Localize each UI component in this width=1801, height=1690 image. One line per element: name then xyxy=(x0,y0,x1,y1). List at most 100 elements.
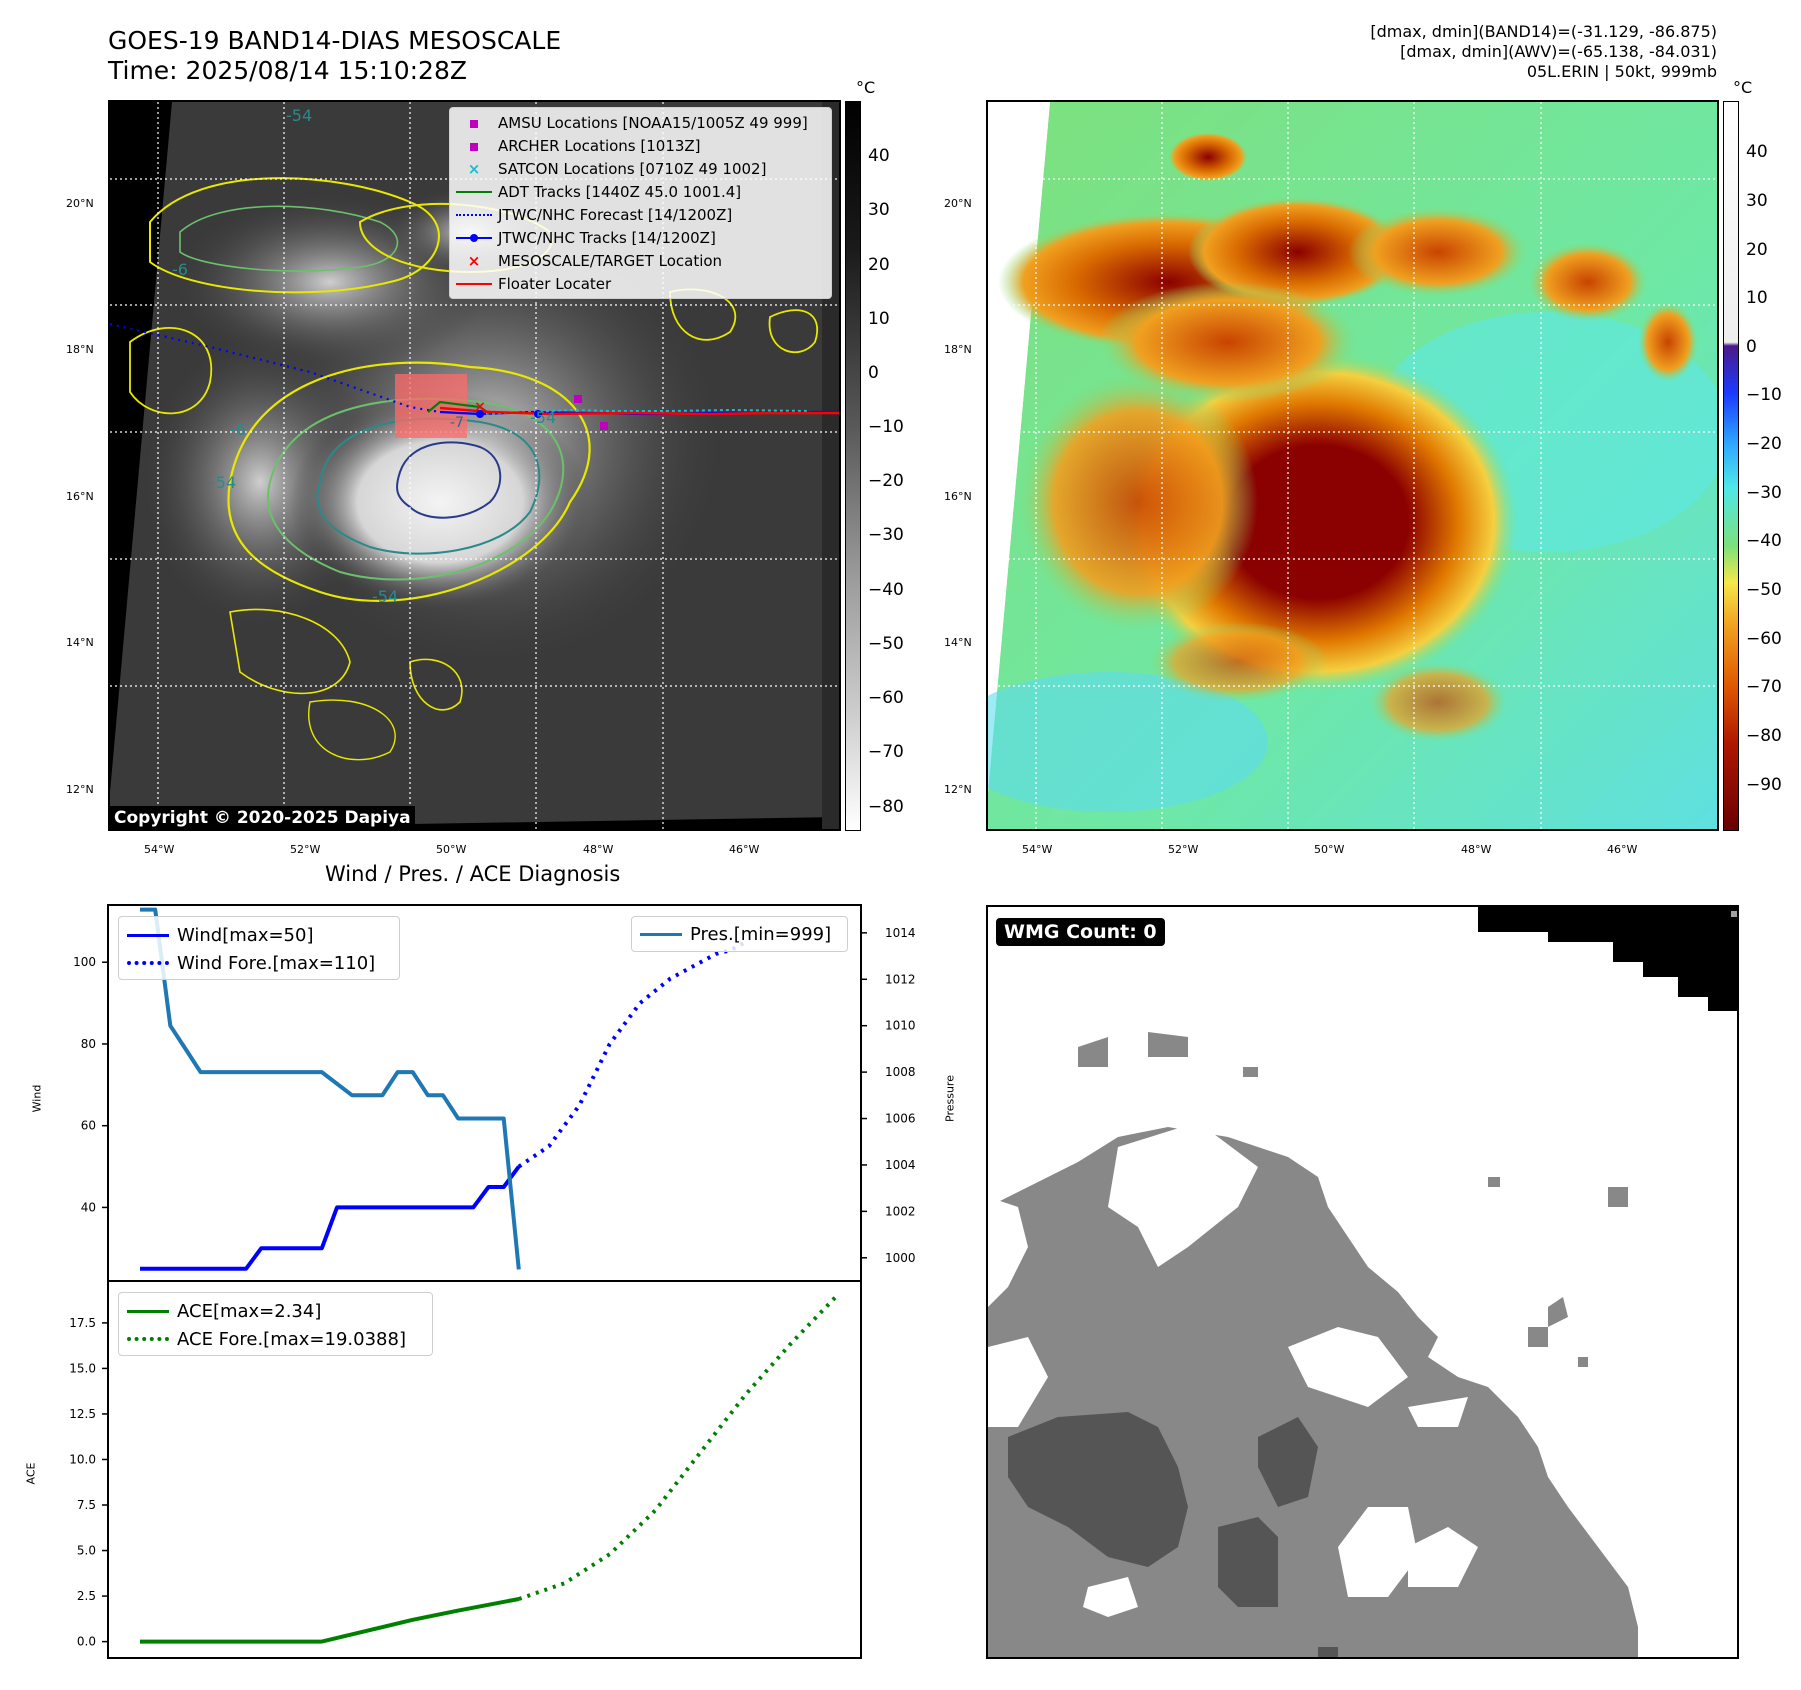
colorbar-tick: 10 xyxy=(868,309,890,329)
ir-color-map xyxy=(986,100,1719,831)
lon-label: 54°W xyxy=(1022,843,1053,856)
pressure-tick-label: 1010 xyxy=(885,1019,916,1033)
colorbar-tick: −50 xyxy=(1746,580,1782,600)
ir-grayscale-image: × -7 xyxy=(110,102,839,829)
colorbar-tick: −10 xyxy=(868,417,904,437)
pressure-legend: Pres.[min=999] xyxy=(631,916,848,952)
ace-chart: 0.0 2.5 5.0 7.5 10.0 12.5 15.0 17.5 xyxy=(69,1280,862,1659)
colorbar-tick: −50 xyxy=(868,634,904,654)
legend-item: ACE[max=2.34] xyxy=(119,1298,321,1324)
colorbar-tick: −30 xyxy=(868,525,904,545)
lat-label: 18°N xyxy=(944,343,972,356)
colorbar-tick: 20 xyxy=(1746,240,1768,260)
chart-title: Wind / Pres. / ACE Diagnosis xyxy=(325,862,621,886)
lat-label: 14°N xyxy=(66,636,94,649)
pressure-tick-label: 1006 xyxy=(885,1112,916,1126)
wmg-image xyxy=(988,907,1737,1657)
wmg-panel xyxy=(986,905,1739,1659)
lat-label: 16°N xyxy=(66,490,94,503)
legend-item: Wind Fore.[max=110] xyxy=(119,950,375,976)
svg-text:×: × xyxy=(474,399,486,415)
colorbar-tick: −30 xyxy=(1746,483,1782,503)
contour-label: -6 xyxy=(172,260,188,279)
lon-label: 48°W xyxy=(1461,843,1492,856)
ace-tick-label: 7.5 xyxy=(77,1498,96,1512)
ace-tick-label: 0.0 xyxy=(77,1635,96,1649)
ace-tick-label: 15.0 xyxy=(69,1361,96,1375)
legend-item: Wind[max=50] xyxy=(119,922,314,948)
colorbar-tick: −90 xyxy=(1746,775,1782,795)
colorbar-tick: −80 xyxy=(868,797,904,817)
figure-title: GOES-19 BAND14-DIAS MESOSCALE Time: 2025… xyxy=(108,26,561,86)
colorbar-tick: −70 xyxy=(868,742,904,762)
grayscale-colorbar xyxy=(845,101,861,831)
lat-label: 16°N xyxy=(944,490,972,503)
legend-item: ADT Tracks [1440Z 45.0 1001.4] xyxy=(450,181,741,203)
colorbar-tick: 30 xyxy=(868,200,890,220)
lon-label: 50°W xyxy=(1314,843,1345,856)
lon-label: 46°W xyxy=(1607,843,1638,856)
contour-label: -54 xyxy=(372,587,399,606)
contour-label: -54 xyxy=(210,473,237,492)
wind-tick-label: 40 xyxy=(81,1200,96,1214)
pressure-tick-label: 1012 xyxy=(885,972,916,986)
lon-label: 48°W xyxy=(583,843,614,856)
legend-item: ARCHER Locations [1013Z] xyxy=(450,135,701,157)
pressure-tick-label: 1000 xyxy=(885,1251,916,1265)
lon-label: 46°W xyxy=(729,843,760,856)
svg-text:-7: -7 xyxy=(450,415,464,431)
colorbar-tick: 40 xyxy=(868,146,890,166)
lon-label: 52°W xyxy=(290,843,321,856)
storm-info: [dmax, dmin](BAND14)=(-31.129, -86.875) … xyxy=(1370,22,1717,82)
contour-label: -54 xyxy=(286,106,313,125)
series-line-wind xyxy=(140,1165,521,1271)
series-line-ace xyxy=(140,1597,520,1644)
series-line-pres- xyxy=(140,907,521,1270)
lon-label: 50°W xyxy=(436,843,467,856)
pressure-tick-label: 1008 xyxy=(885,1065,916,1079)
pressure-tick-label: 1002 xyxy=(885,1204,916,1218)
colorbar-tick: 0 xyxy=(868,363,879,383)
colorbar-tick: 20 xyxy=(868,255,890,275)
lat-label: 18°N xyxy=(66,343,94,356)
legend-item: Floater Locater xyxy=(450,273,611,295)
colorbar-tick: 40 xyxy=(1746,142,1768,162)
lon-label: 54°W xyxy=(144,843,175,856)
wind-tick-label: 100 xyxy=(73,955,96,969)
wmg-count-badge: WMG Count: 0 xyxy=(996,918,1165,946)
ace-plot-frame xyxy=(107,1280,862,1659)
colorbar-tick: 10 xyxy=(1746,288,1768,308)
colorbar-tick: 30 xyxy=(1746,191,1768,211)
colorbar-tick: −20 xyxy=(868,471,904,491)
ace-tick-label: 17.5 xyxy=(69,1316,96,1330)
colorbar-tick: −20 xyxy=(1746,434,1782,454)
series-line-wind-fore- xyxy=(517,940,748,1169)
info-line-3: 05L.ERIN | 50kt, 999mb xyxy=(1526,62,1717,81)
copyright-notice: Copyright © 2020-2025 Dapiya xyxy=(110,806,415,830)
legend-item: × SATCON Locations [0710Z 49 1002] xyxy=(467,160,767,178)
title-line-2: Time: 2025/08/14 15:10:28Z xyxy=(108,56,467,85)
ace-tick-label: 12.5 xyxy=(69,1407,96,1421)
contour-label: -54 xyxy=(530,408,557,427)
ace-tick-label: 10.0 xyxy=(69,1452,96,1466)
legend-item: AMSU Locations [NOAA15/1005Z 49 999] xyxy=(450,112,808,134)
lon-label: 52°W xyxy=(1168,843,1199,856)
ace-axis-label: ACE xyxy=(24,1462,38,1485)
ace-tick-label: 5.0 xyxy=(77,1544,96,1558)
ace-legend: ACE[max=2.34] ACE Fore.[max=19.0388] xyxy=(118,1292,433,1356)
colorbar-tick: −10 xyxy=(1746,385,1782,405)
colorbar-unit: °C xyxy=(1733,78,1753,97)
jet-colorbar xyxy=(1723,101,1739,831)
pressure-tick-label: 1014 xyxy=(885,926,916,940)
title-line-1: GOES-19 BAND14-DIAS MESOSCALE xyxy=(108,26,562,55)
legend-item: ACE Fore.[max=19.0388] xyxy=(119,1326,406,1352)
wind-tick-label: 60 xyxy=(81,1119,96,1133)
legend-item: × MESOSCALE/TARGET Location xyxy=(467,252,723,270)
wind-pressure-chart: 40 60 80 100 1000 1002 1004 1006 1008 1010 1012 101… xyxy=(73,904,916,1282)
legend-item: JTWC/NHC Tracks [14/1200Z] xyxy=(450,227,716,249)
lat-label: 20°N xyxy=(66,197,94,210)
colorbar-tick: −80 xyxy=(1746,726,1782,746)
info-line-2: [dmax, dmin](AWV)=(-65.138, -84.031) xyxy=(1400,42,1717,61)
colorbar-tick: −40 xyxy=(1746,531,1782,551)
